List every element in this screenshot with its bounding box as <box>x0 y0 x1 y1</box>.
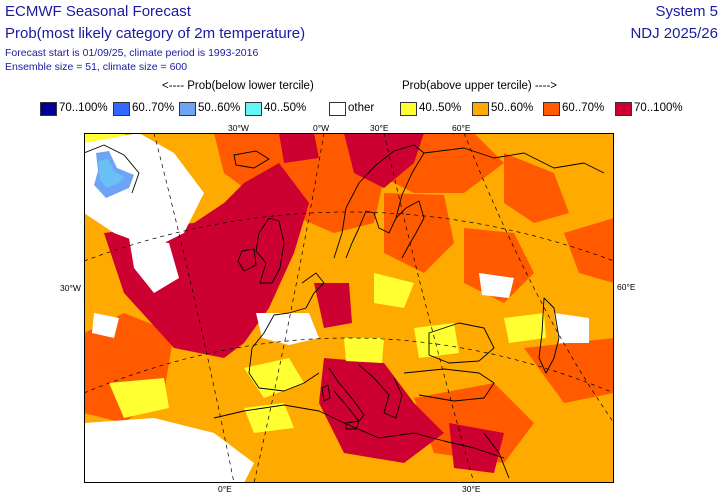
probability-field <box>84 133 614 483</box>
period-label: NDJ 2025/26 <box>630 25 718 42</box>
legend-swatch <box>472 102 489 116</box>
legend-caption-above: Prob(above upper tercile) ----> <box>402 80 557 92</box>
legend-swatch <box>615 102 632 116</box>
legend-label: 50..60% <box>491 102 534 114</box>
system-label: System 5 <box>655 3 718 20</box>
graticule <box>84 133 614 483</box>
legend-swatch <box>113 102 130 116</box>
chart-subtitle: Prob(most likely category of 2m temperat… <box>5 25 306 42</box>
legend-label: 60..70% <box>132 102 175 114</box>
legend-caption-below: <---- Prob(below lower tercile) <box>162 80 314 92</box>
legend-swatch <box>40 102 57 116</box>
tick-right-60e: 60°E <box>617 282 636 292</box>
chart-title: ECMWF Seasonal Forecast <box>5 3 191 20</box>
forecast-map <box>84 133 614 483</box>
legend-label: 70..100% <box>59 102 108 114</box>
legend-label: 40..50% <box>264 102 307 114</box>
tick-top-30w: 30°W <box>228 123 249 133</box>
legend-label: 60..70% <box>562 102 605 114</box>
legend-swatch <box>245 102 262 116</box>
tick-top-30e: 30°E <box>370 123 389 133</box>
legend-label: 40..50% <box>419 102 462 114</box>
legend-label: 50..60% <box>198 102 241 114</box>
legend-swatch <box>543 102 560 116</box>
legend-swatch <box>329 102 346 116</box>
legend-label: 70..100% <box>634 102 683 114</box>
legend-swatch <box>179 102 196 116</box>
map-frame <box>84 133 614 483</box>
legend-label: other <box>348 102 375 114</box>
tick-bottom-30e: 30°E <box>462 484 481 494</box>
tick-left-30w: 30°W <box>60 283 81 293</box>
tick-top-0w: 0°W <box>313 123 329 133</box>
forecast-info: Forecast start is 01/09/25, climate peri… <box>5 47 259 59</box>
ensemble-info: Ensemble size = 51, climate size = 600 <box>5 61 188 73</box>
tick-top-60e: 60°E <box>452 123 471 133</box>
coastlines <box>84 144 605 479</box>
legend-swatch <box>400 102 417 116</box>
tick-bottom-0e: 0°E <box>218 484 232 494</box>
